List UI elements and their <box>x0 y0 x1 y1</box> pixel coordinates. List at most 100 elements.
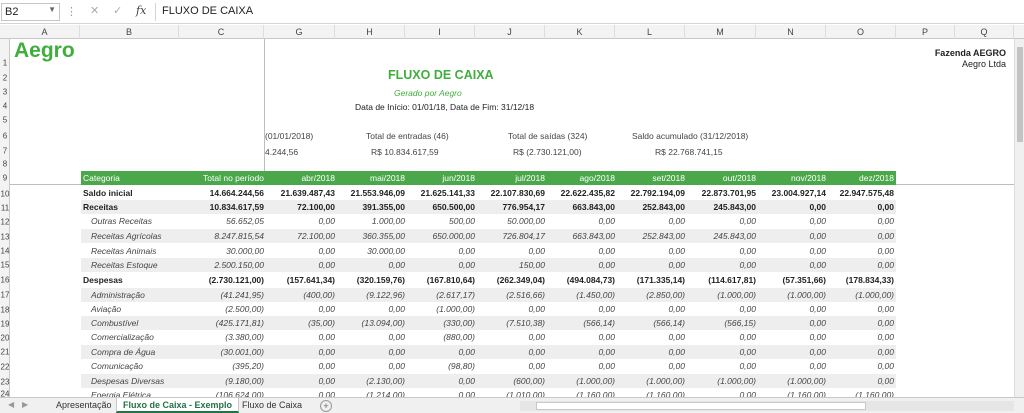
cell-month-value[interactable]: 72.100,00 <box>297 231 335 241</box>
header-month[interactable]: dez/2018 <box>859 173 894 183</box>
cell-month-value[interactable]: 0,00 <box>877 376 894 386</box>
cell-month-value[interactable]: (178.834,33) <box>845 275 894 285</box>
cell-month-value[interactable]: 0,00 <box>528 304 545 314</box>
tab-next-icon[interactable]: ▶ <box>22 400 29 409</box>
column-header[interactable]: A <box>10 25 80 39</box>
cell-month-value[interactable]: (157.641,34) <box>286 275 335 285</box>
cell-month-value[interactable]: (320.159,76) <box>356 275 405 285</box>
column-header[interactable]: L <box>615 25 685 39</box>
cell-total[interactable]: (2.730.121,00) <box>208 275 264 285</box>
column-header[interactable]: K <box>545 25 615 39</box>
add-sheet-icon[interactable]: + <box>320 400 332 412</box>
cell-month-value[interactable]: 776.954,17 <box>502 202 545 212</box>
cell-month-value[interactable]: (566,14) <box>583 318 615 328</box>
column-header[interactable]: B <box>80 25 179 39</box>
cell-month-value[interactable]: 0,00 <box>598 216 615 226</box>
header-total[interactable]: Total no período <box>203 173 264 183</box>
row-header[interactable]: 16 <box>0 275 10 285</box>
cell-month-value[interactable]: 0,00 <box>668 332 685 342</box>
column-header[interactable]: C <box>179 25 264 39</box>
cell-month-value[interactable]: 0,00 <box>318 216 335 226</box>
row-category[interactable]: Combustível <box>91 318 139 328</box>
cell-month-value[interactable]: 0,00 <box>458 246 475 256</box>
row-header[interactable]: 19 <box>0 319 10 329</box>
cell-month-value[interactable]: (1.000,00) <box>717 290 756 300</box>
cell-month-value[interactable]: 0,00 <box>458 390 475 400</box>
cell-month-value[interactable]: (880,00) <box>443 332 475 342</box>
cell-month-value[interactable]: (1.000,00) <box>717 376 756 386</box>
cell-month-value[interactable]: 0,00 <box>739 332 756 342</box>
cell-month-value[interactable]: (1.160,00) <box>646 390 685 400</box>
cell-month-value[interactable]: 0,00 <box>598 361 615 371</box>
cell-month-value[interactable]: 0,00 <box>388 347 405 357</box>
cell-month-value[interactable]: 0,00 <box>458 376 475 386</box>
row-category[interactable]: Receitas Agrícolas <box>91 231 162 241</box>
cell-month-value[interactable]: (7.510,38) <box>506 318 545 328</box>
row-category[interactable]: Saldo inicial <box>83 188 133 198</box>
cell-month-value[interactable]: 0,00 <box>598 347 615 357</box>
cell-month-value[interactable]: (262.349,04) <box>496 275 545 285</box>
cell-month-value[interactable]: 0,00 <box>739 361 756 371</box>
header-month[interactable]: out/2018 <box>722 173 756 183</box>
row-category[interactable]: Despesas Diversas <box>91 376 165 386</box>
vertical-scroll-thumb[interactable] <box>1017 47 1023 142</box>
cell-month-value[interactable]: (1.214,00) <box>366 390 405 400</box>
row-header[interactable]: 12 <box>0 217 10 227</box>
cell-month-value[interactable]: 50.000,00 <box>507 216 545 226</box>
cell-month-value[interactable]: 0,00 <box>318 361 335 371</box>
header-month[interactable]: mai/2018 <box>370 173 405 183</box>
cell-month-value[interactable]: 72.100,00 <box>297 202 335 212</box>
cell-month-value[interactable]: 0,00 <box>809 246 826 256</box>
header-month[interactable]: jul/2018 <box>515 173 545 183</box>
cell-total[interactable]: 2.500.150,00 <box>214 260 264 270</box>
cell-month-value[interactable]: 650.000,00 <box>432 231 475 241</box>
row-category[interactable]: Comercialização <box>91 332 154 342</box>
cell-month-value[interactable]: (9.122,96) <box>366 290 405 300</box>
cell-month-value[interactable]: 0,00 <box>877 304 894 314</box>
cell-total[interactable]: (30.001,00) <box>220 347 264 357</box>
tab-fluxo-de-caixa[interactable]: Fluxo de Caixa <box>242 400 303 410</box>
row-category[interactable]: Receitas Estoque <box>91 260 158 270</box>
row-header[interactable]: 18 <box>0 305 10 315</box>
cell-month-value[interactable]: 0,00 <box>809 231 826 241</box>
header-month[interactable]: abr/2018 <box>301 173 335 183</box>
tab-prev-icon[interactable]: ◀ <box>8 400 15 409</box>
cell-month-value[interactable]: 0,00 <box>318 304 335 314</box>
cell-month-value[interactable]: (2.130,00) <box>366 376 405 386</box>
cell-month-value[interactable]: 252.843,00 <box>642 231 685 241</box>
cell-month-value[interactable]: 0,00 <box>809 202 826 212</box>
column-header[interactable]: I <box>405 25 475 39</box>
cell-month-value[interactable]: 1.000,00 <box>371 216 405 226</box>
column-header[interactable]: M <box>685 25 756 39</box>
cell-total[interactable]: 10.834.617,59 <box>209 202 264 212</box>
column-header[interactable]: H <box>335 25 405 39</box>
cell-month-value[interactable]: (566,14) <box>653 318 685 328</box>
cell-month-value[interactable]: 0,00 <box>877 318 894 328</box>
cell-total[interactable]: (395,20) <box>232 361 264 371</box>
row-header[interactable]: 22 <box>0 362 10 372</box>
cell-month-value[interactable]: (1.000,00) <box>855 290 894 300</box>
row-header[interactable]: 14 <box>0 246 10 256</box>
column-header[interactable]: P <box>896 25 955 39</box>
cell-month-value[interactable]: 391.355,00 <box>362 202 405 212</box>
cell-month-value[interactable]: (171.335,14) <box>636 275 685 285</box>
header-month[interactable]: ago/2018 <box>579 173 615 183</box>
cell-month-value[interactable]: 0,00 <box>877 231 894 241</box>
cell-month-value[interactable]: (1.000,00) <box>787 376 826 386</box>
horizontal-scrollbar[interactable] <box>520 401 1014 411</box>
horizontal-scroll-thumb[interactable] <box>536 402 866 410</box>
cell-month-value[interactable]: 0,00 <box>668 347 685 357</box>
cell-total[interactable]: 14.664.244,56 <box>209 188 264 198</box>
cell-month-value[interactable]: (1.000,00) <box>576 376 615 386</box>
row-header[interactable]: 21 <box>0 347 10 357</box>
cell-total[interactable]: 56.652,05 <box>226 216 264 226</box>
cell-month-value[interactable]: 0,00 <box>388 361 405 371</box>
row-category[interactable]: Administração <box>91 290 145 300</box>
cell-month-value[interactable]: 22.107.830,69 <box>490 188 545 198</box>
cell-month-value[interactable]: 0,00 <box>877 347 894 357</box>
cell-month-value[interactable]: 0,00 <box>809 318 826 328</box>
cell-month-value[interactable]: 0,00 <box>739 260 756 270</box>
cell-month-value[interactable]: (2.850,00) <box>646 290 685 300</box>
cell-month-value[interactable]: (1.000,00) <box>787 290 826 300</box>
cell-month-value[interactable]: 0,00 <box>318 260 335 270</box>
